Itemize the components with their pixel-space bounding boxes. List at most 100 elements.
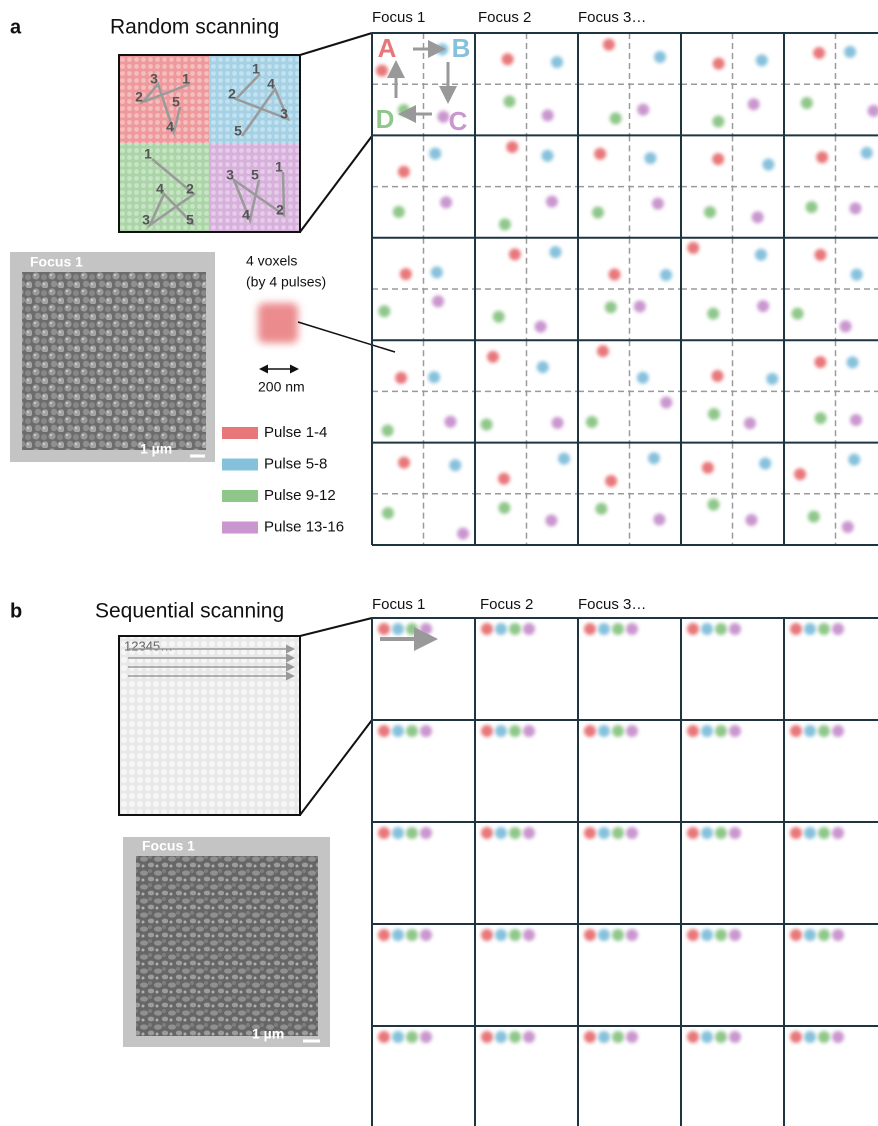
scan-order: 2 [186,181,194,197]
voxel-dot [437,111,449,123]
voxel-dot [806,201,818,213]
panel-label: b [10,600,22,622]
voxel-dot [814,356,826,368]
scan-order: 5 [251,167,259,183]
sem-image: Focus 1 1 µm [10,252,215,462]
legend-label: Pulse 9-12 [264,487,336,504]
voxel-dot [523,929,535,941]
legend-label: Pulse 13-16 [264,518,344,535]
voxel-dot [594,148,606,160]
sem-image: Focus 1 1 µm [123,837,330,1047]
voxel-dot [818,623,830,635]
voxel-caption: 4 voxels [246,253,297,269]
focus-label: Focus 2 [478,9,531,26]
voxel-dot [498,473,510,485]
voxel-dot [406,1031,418,1043]
focus-label: Focus 1 [372,596,425,613]
voxel-dot [653,513,665,525]
voxel-dot [584,929,596,941]
voxel-dot [558,453,570,465]
voxel-dot [481,418,493,430]
voxel-dot [509,827,521,839]
voxel-dot [499,218,511,230]
scale-bar-label: 1 µm [140,441,172,457]
voxel-dot [794,468,806,480]
sequential-grid [372,618,878,1126]
scan-order: 1 [252,61,260,77]
voxel-dot [457,528,469,540]
voxel-dot [542,109,554,121]
voxel-dot [804,725,816,737]
quadrant-texture [209,143,300,232]
sem-label: Focus 1 [142,838,195,854]
voxel-dot [592,207,604,219]
voxel-dot [406,827,418,839]
voxel-dot [832,1031,844,1043]
voxel-dot [626,1031,638,1043]
voxel-dot [392,827,404,839]
voxel-dot [818,929,830,941]
voxel-dot [481,725,493,737]
voxel-dot [804,827,816,839]
voxel-dot [729,725,741,737]
voxel-dot [551,56,563,68]
voxel-dot [406,929,418,941]
voxel-dot [428,371,440,383]
voxel-dot [687,827,699,839]
voxel-dot [393,206,405,218]
voxel-dot [704,206,716,218]
voxel-dot [504,95,516,107]
voxel-dot [850,414,862,426]
voxel-dot [715,623,727,635]
voxel-dot [605,301,617,313]
voxel-dot [549,246,561,258]
voxel-dot [848,454,860,466]
page: a Random scanning Focus 1 Focus 2 Focus … [0,0,878,1126]
voxel-dot [707,308,719,320]
voxel-dot [449,459,461,471]
voxel-dot [509,1031,521,1043]
voxel-dot [729,1031,741,1043]
voxel-dot [851,269,863,281]
voxel-dot [759,457,771,469]
voxel-dot [715,929,727,941]
voxel-dot [762,158,774,170]
voxel-blob [258,303,298,343]
voxel-dot [506,141,518,153]
voxel-dot [444,416,456,428]
zoom-line [300,618,372,636]
voxel-dot [701,1031,713,1043]
legend-swatch [222,459,258,471]
scan-order: 5 [186,212,194,228]
voxel-dot [597,345,609,357]
voxel-dot [687,623,699,635]
voxel-scale: 200 nm [258,379,305,395]
voxel-dot [804,929,816,941]
scan-order: 1 [144,146,152,162]
voxel-dot [626,827,638,839]
voxel-dot [712,153,724,165]
voxel-dot [495,1031,507,1043]
voxel-dot [702,462,714,474]
scan-order: 5 [234,123,242,139]
legend-label: Pulse 5-8 [264,455,327,472]
voxel-dot [523,827,535,839]
panel-title: Sequential scanning [95,600,284,623]
scan-order: 1 [275,159,283,175]
voxel-dot [818,1031,830,1043]
voxel-dot [498,502,510,514]
voxel-dot [586,416,598,428]
voxel-dot [523,1031,535,1043]
voxel-dot [595,503,607,515]
focus-label: Focus 3… [578,9,646,26]
voxel-dot [584,827,596,839]
voxel-dot [509,725,521,737]
voxel-dot [861,147,873,159]
voxel-dot [612,725,624,737]
voxel-dot [495,929,507,941]
scan-order: 3 [142,212,150,228]
scan-order: 2 [228,86,236,102]
voxel-dot [420,1031,432,1043]
voxel-dot [605,475,617,487]
voxel-dot [495,725,507,737]
